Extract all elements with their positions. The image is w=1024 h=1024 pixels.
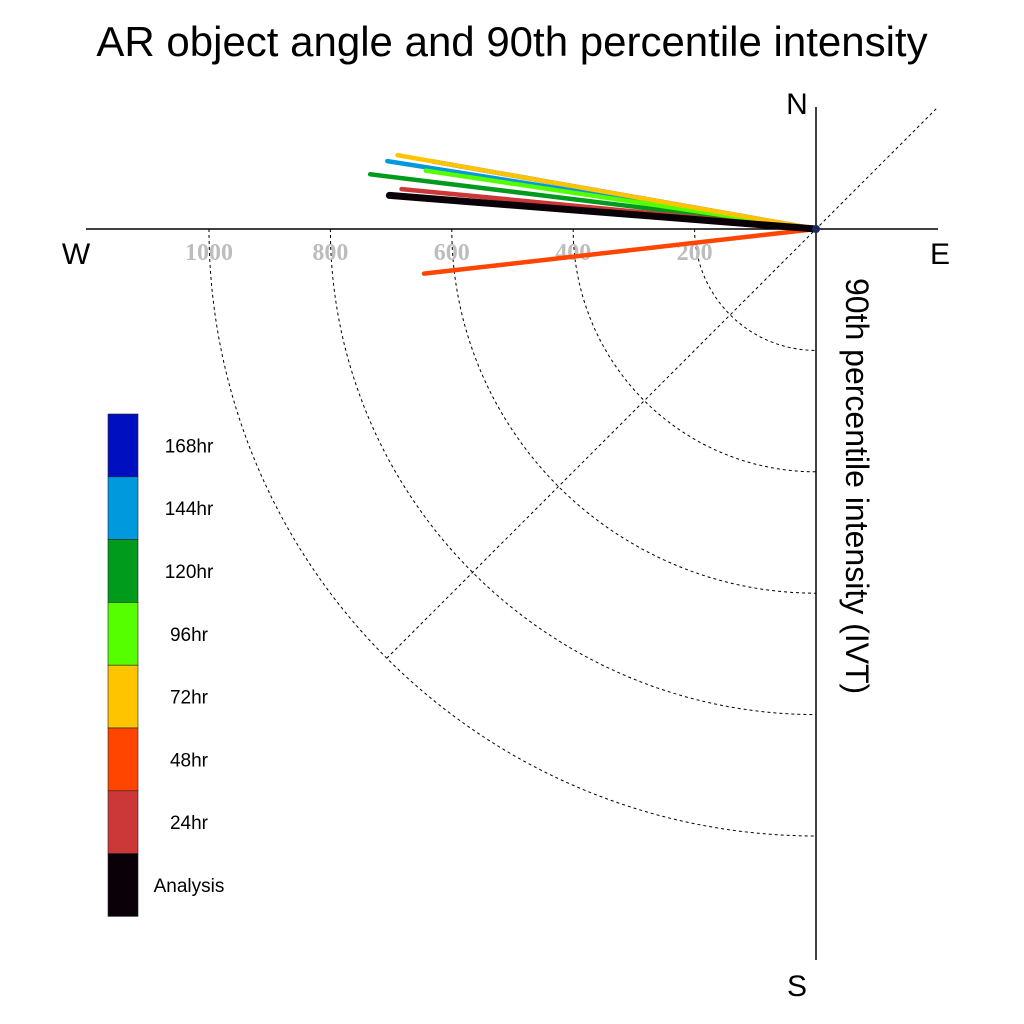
- grid-arc-600: [451, 228, 817, 594]
- legend-swatch-168hr: [107, 413, 139, 478]
- tick-label-800: 800: [312, 240, 348, 266]
- vector-72hr: [395, 152, 819, 232]
- tick-label-1000: 1000: [185, 240, 233, 266]
- tick-label-600: 600: [434, 240, 470, 266]
- grid-arc-400: [572, 228, 817, 473]
- legend-swatch-96hr: [107, 602, 139, 666]
- compass-west: W: [62, 238, 91, 271]
- grid-diagonal: [386, 106, 939, 659]
- grid-arc-200: [694, 228, 817, 351]
- legend-label-48hr: 48hr: [170, 750, 209, 771]
- origin-marker: [812, 225, 820, 233]
- legend-swatch-72hr: [107, 664, 139, 729]
- legend: 168hr 144hr 120hr 96hr 72hr 48hr 24hr Analysis: [107, 413, 225, 917]
- series-vectors: [367, 152, 820, 276]
- legend-swatch-48hr: [107, 727, 139, 792]
- legend-label-analysis: Analysis: [154, 876, 225, 897]
- legend-swatch-analysis: [107, 853, 139, 917]
- compass-north: N: [786, 88, 808, 121]
- legend-label-144hr: 144hr: [165, 499, 214, 520]
- legend-label-72hr: 72hr: [170, 688, 209, 709]
- legend-label-96hr: 96hr: [170, 625, 209, 646]
- legend-swatch-120hr: [107, 539, 139, 603]
- chart-title: AR object angle and 90th percentile inte…: [96, 18, 927, 65]
- grid-arc-1000: [208, 228, 817, 837]
- legend-label-168hr: 168hr: [165, 436, 214, 457]
- legend-label-24hr: 24hr: [170, 813, 209, 834]
- compass-south: S: [787, 970, 807, 1003]
- vector-analysis: [385, 191, 820, 233]
- tick-label-400: 400: [555, 240, 591, 266]
- legend-swatch-24hr: [107, 790, 139, 854]
- vector-48hr: [421, 226, 819, 276]
- compass-east: E: [930, 238, 950, 271]
- legend-label-120hr: 120hr: [165, 562, 214, 583]
- grid-arc-800: [329, 228, 817, 716]
- polar-grid: [208, 106, 939, 837]
- intensity-axis-label: 90th percentile intensity (IVT): [839, 278, 875, 694]
- legend-swatch-144hr: [107, 476, 139, 540]
